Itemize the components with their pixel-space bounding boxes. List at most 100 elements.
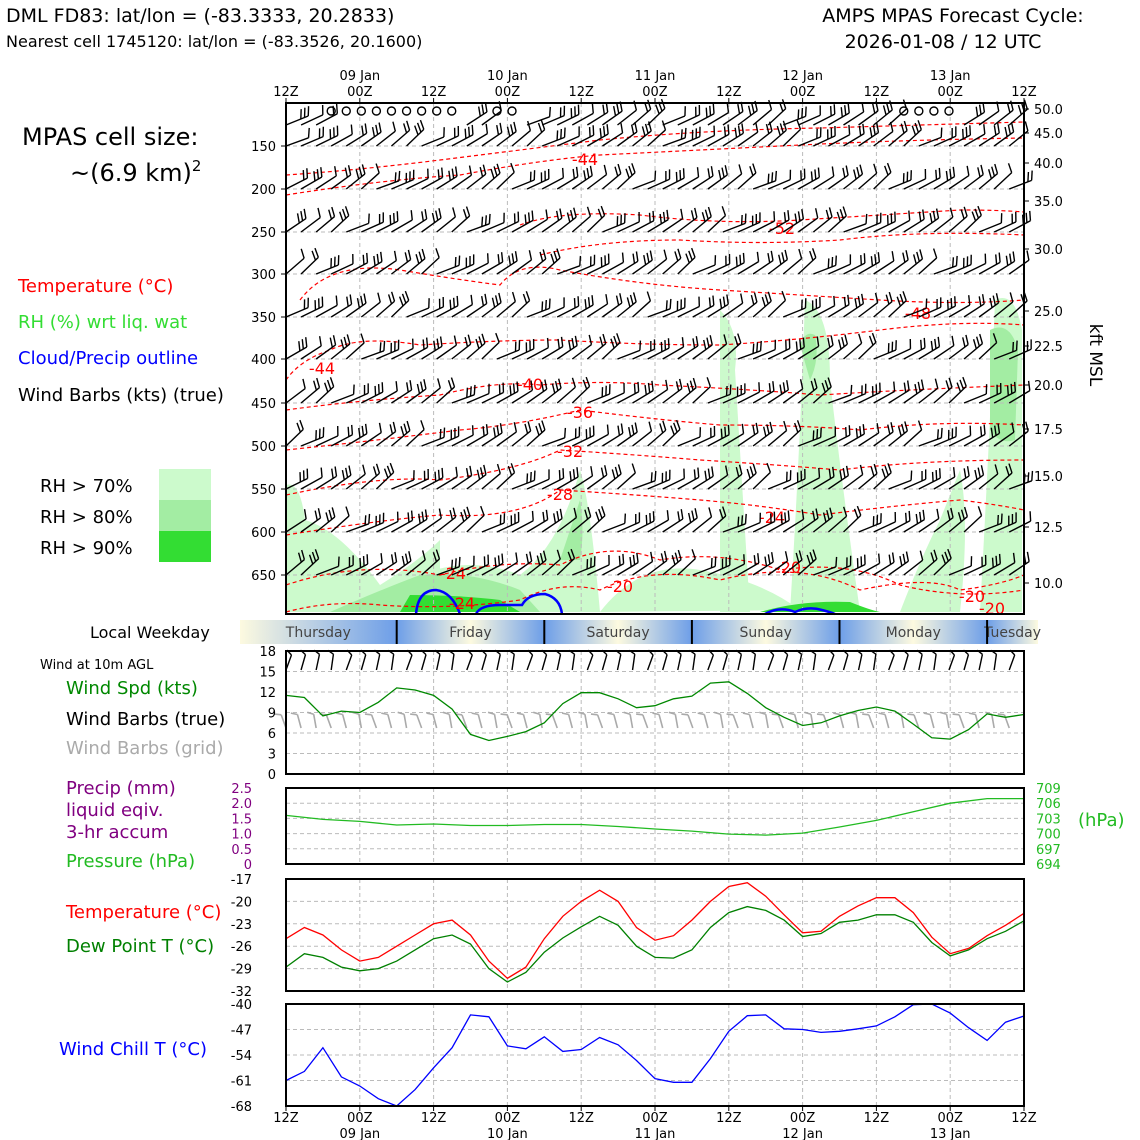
barb-staff xyxy=(511,430,532,447)
wind-barb xyxy=(391,470,415,490)
wind-barb xyxy=(782,420,802,447)
barb-staff xyxy=(466,563,489,576)
barb-staff xyxy=(827,215,847,233)
wind-barb xyxy=(888,380,910,404)
date-label: 11 Jan xyxy=(635,1127,676,1140)
barb-feather xyxy=(919,550,924,561)
barb-staff xyxy=(511,179,535,190)
barb-feather xyxy=(751,103,755,114)
barb-feather xyxy=(806,554,811,565)
barb-feather xyxy=(681,337,685,348)
barb-feather xyxy=(559,508,563,519)
barb-feather xyxy=(514,251,518,262)
wind-barb xyxy=(948,125,972,147)
barb-staff xyxy=(1008,390,1031,404)
wind-barb xyxy=(782,248,803,275)
barb-feather xyxy=(849,254,852,265)
barb-feather xyxy=(378,122,382,133)
barb-feather xyxy=(646,291,652,302)
barb-feather xyxy=(755,422,759,433)
wind-barb-true xyxy=(675,649,682,671)
wind-barb xyxy=(828,294,850,318)
barb-staff xyxy=(978,342,998,360)
wind-barb xyxy=(617,340,642,360)
barb-staff xyxy=(376,390,398,404)
barb-staff xyxy=(300,114,324,126)
wind-barb xyxy=(300,167,323,190)
profile-panel: -44-52-48-44-40-36-32-28-24-24-24-20-20-… xyxy=(251,69,1105,618)
barb-feather xyxy=(726,102,730,113)
temperature-label: -20 xyxy=(607,577,633,596)
barb-feather xyxy=(375,463,381,474)
barb-feather xyxy=(679,170,682,180)
barb-feather xyxy=(486,253,489,264)
barb-feather xyxy=(766,462,772,473)
barb-feather xyxy=(739,254,742,265)
wind-barb xyxy=(798,105,821,126)
barb-feather xyxy=(906,171,909,182)
wind-barb xyxy=(541,208,563,233)
wind-barb xyxy=(617,381,640,404)
barb-staff xyxy=(587,433,609,447)
barb-feather xyxy=(476,469,481,480)
barb-feather xyxy=(969,125,972,136)
barb-feather xyxy=(788,338,791,349)
barb-feather xyxy=(318,428,321,439)
barb-feather xyxy=(477,106,481,117)
wind-barb xyxy=(662,106,686,126)
wind-barb xyxy=(707,206,727,233)
barb-feather xyxy=(751,215,754,226)
barb-feather xyxy=(561,167,565,178)
barb-feather xyxy=(983,424,986,435)
barb-feather xyxy=(468,126,471,137)
barb-feather xyxy=(574,428,577,439)
barb-staff xyxy=(466,133,488,147)
barb-staff xyxy=(722,654,729,671)
kft-tick-label: 22.5 xyxy=(1034,340,1063,355)
barb-feather xyxy=(496,163,501,174)
barb-feather xyxy=(888,554,892,565)
barb-feather xyxy=(416,122,422,133)
barb-feather xyxy=(670,425,675,436)
barb-staff xyxy=(432,714,438,729)
barb-feather xyxy=(438,508,442,519)
barb-staff xyxy=(812,386,832,404)
barb-feather xyxy=(456,295,459,306)
barb-feather xyxy=(908,210,911,221)
barb-feather xyxy=(333,127,335,138)
barb-feather xyxy=(952,713,960,716)
barb-feather xyxy=(372,466,378,477)
barb-staff xyxy=(496,130,517,147)
barb-feather xyxy=(812,549,817,560)
barb-feather xyxy=(1007,124,1012,135)
barb-staff xyxy=(737,261,759,275)
barb-feather xyxy=(453,335,458,346)
y-tick-label: -68 xyxy=(231,1100,252,1115)
barb-staff xyxy=(325,714,332,729)
barb-feather xyxy=(423,379,427,390)
barb-feather xyxy=(572,168,576,179)
barb-staff xyxy=(707,112,729,126)
barb-feather xyxy=(662,211,666,222)
wind-barb xyxy=(376,250,397,275)
barb-feather xyxy=(323,382,329,393)
barb-staff xyxy=(737,109,758,126)
barb-feather xyxy=(729,555,731,566)
barb-feather xyxy=(300,248,305,259)
wind-barb-true xyxy=(842,649,849,671)
barb-staff xyxy=(858,562,880,576)
barb-feather xyxy=(771,713,779,716)
wind-barb-true xyxy=(360,649,367,671)
barb-feather xyxy=(427,468,429,479)
barb-staff xyxy=(451,434,474,447)
barb-staff xyxy=(406,177,429,190)
barb-feather xyxy=(406,420,411,431)
wind-barb xyxy=(315,125,339,147)
barb-feather xyxy=(829,106,832,116)
barb-feather xyxy=(895,340,897,351)
y-tick-label: 0 xyxy=(244,858,252,873)
wind-barb xyxy=(963,164,984,190)
barb-feather xyxy=(856,558,859,569)
barb-feather xyxy=(685,253,690,264)
barb-feather xyxy=(684,297,686,308)
